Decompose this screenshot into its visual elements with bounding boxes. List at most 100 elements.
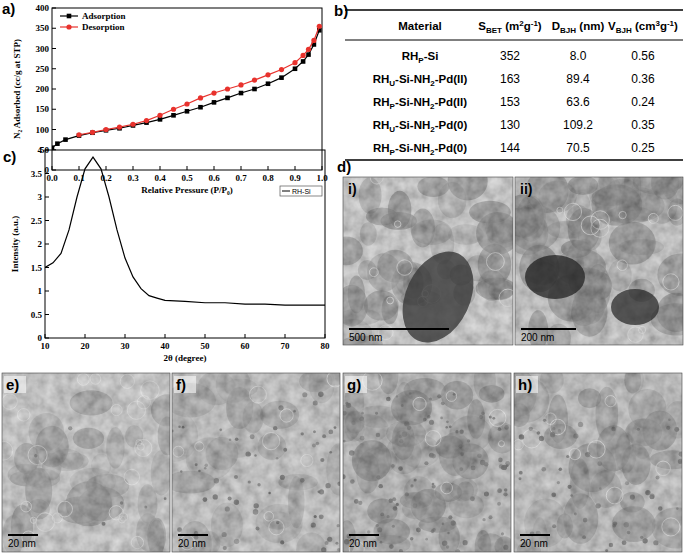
x-tick: [205, 334, 206, 338]
table-cell: 89.4: [566, 72, 590, 86]
image-frame: [515, 177, 683, 345]
chart: 0.00.10.20.30.40.50.60.70.80.91.00501001…: [12, 3, 328, 196]
y-tick-label: 150: [36, 104, 50, 114]
image: [2, 373, 170, 552]
marker: [171, 113, 176, 118]
x-tick: [133, 166, 134, 170]
table-header: SBET (m2g-1): [478, 19, 542, 35]
y-tick: [45, 338, 49, 339]
series-line: [45, 157, 325, 305]
y-axis-label: N₂ Adsorbed (cc/g at STP): [12, 39, 22, 139]
x-tick: [295, 166, 296, 170]
marker: [185, 109, 190, 114]
marker: [52, 145, 54, 150]
marker: [279, 75, 284, 80]
y-tick-label: 200: [36, 84, 50, 94]
scale-bar-label: 200 nm: [521, 332, 554, 343]
marker: [103, 127, 108, 132]
marker: [184, 101, 189, 106]
x-tick: [241, 166, 242, 170]
y-tick: [45, 314, 49, 315]
y-tick-label: 1: [38, 286, 43, 296]
marker: [130, 122, 135, 127]
y-tick: [45, 291, 49, 292]
micrograph: ii)200 nm: [495, 157, 685, 353]
x-axis-label: Relative Pressure (P/P₀): [141, 185, 232, 195]
chart: 102030405060708000.511.522.533.542θ (deg…: [10, 145, 330, 363]
scale-bar-label: 500 nm: [349, 332, 382, 343]
table-cell: 0.36: [631, 72, 655, 86]
marker: [292, 60, 297, 65]
image-label: i): [348, 181, 357, 197]
panel-label: d): [337, 158, 351, 175]
label-backdrop: [516, 376, 538, 393]
x-tick-label: 0.3: [127, 173, 139, 183]
label-backdrop: [345, 376, 367, 393]
table-cell: RHP-Si-NH2-Pd(II): [373, 96, 467, 111]
text-segment: (cm: [632, 20, 656, 32]
x-tick-label: 0.8: [262, 173, 274, 183]
text-segment: (nm): [576, 20, 604, 32]
x-tick-label: 50: [201, 341, 211, 351]
y-tick-label: 350: [36, 23, 50, 33]
text-segment: -Pd(0): [434, 142, 467, 154]
text-segment: ): [538, 20, 542, 32]
x-tick-label: 60: [241, 341, 251, 351]
x-tick-label: 70: [281, 341, 291, 351]
scale-bar: [349, 328, 449, 330]
scale-bar: [521, 328, 576, 330]
image: [515, 177, 683, 345]
x-tick-label: 0.9: [289, 173, 301, 183]
marker: [239, 91, 244, 96]
image-frame: [514, 373, 682, 552]
table-cell: 352: [500, 49, 520, 63]
scale-bar-label: 20 nm: [520, 538, 548, 549]
scale-bar: [349, 534, 379, 536]
annotation-box: [280, 186, 322, 196]
x-tick: [125, 334, 126, 338]
y-tick: [52, 89, 56, 90]
marker: [171, 107, 176, 112]
x-tick: [214, 166, 215, 170]
text-segment: -Si-NH: [395, 119, 430, 131]
marker: [76, 132, 81, 137]
table-cell: 144: [500, 141, 520, 155]
marker: [293, 66, 298, 71]
panel-label: h): [518, 376, 532, 393]
text-segment: RH: [373, 73, 390, 85]
panel-label: c): [3, 148, 16, 165]
scale-bar: [520, 534, 550, 536]
x-tick-label: 30: [121, 341, 131, 351]
text-segment: g: [660, 20, 667, 32]
texture: [525, 255, 585, 299]
marker: [311, 38, 316, 43]
label-backdrop: [174, 376, 196, 393]
y-tick: [52, 68, 56, 69]
y-tick-label: 300: [36, 44, 50, 54]
table-cell: 163: [500, 72, 520, 86]
image: [514, 373, 682, 552]
marker: [306, 47, 311, 52]
marker: [252, 87, 257, 92]
image: [343, 373, 511, 552]
table-header: Material: [398, 20, 441, 32]
noise: [515, 177, 683, 345]
scale-bar-label: 20 nm: [178, 538, 206, 549]
image-frame: [343, 373, 511, 552]
marker: [211, 90, 216, 95]
y-tick: [45, 150, 49, 151]
image-label-group: [174, 376, 196, 393]
text-segment: BJH: [560, 26, 576, 35]
scale-bar: [8, 534, 38, 536]
y-tick: [45, 173, 49, 174]
y-axis-label: Intensity (a.u.): [10, 216, 20, 272]
text-segment: BJH: [616, 26, 632, 35]
table-cell: RHP-Si-NH2-Pd(0): [373, 142, 467, 157]
image-bg: [172, 373, 340, 552]
image-label-group: [516, 376, 538, 393]
noise: [2, 373, 170, 552]
text-segment: -Si-NH: [395, 142, 430, 154]
table-cell: 63.6: [566, 95, 590, 109]
legend-marker: [67, 14, 72, 19]
text-segment: RH: [373, 96, 390, 108]
